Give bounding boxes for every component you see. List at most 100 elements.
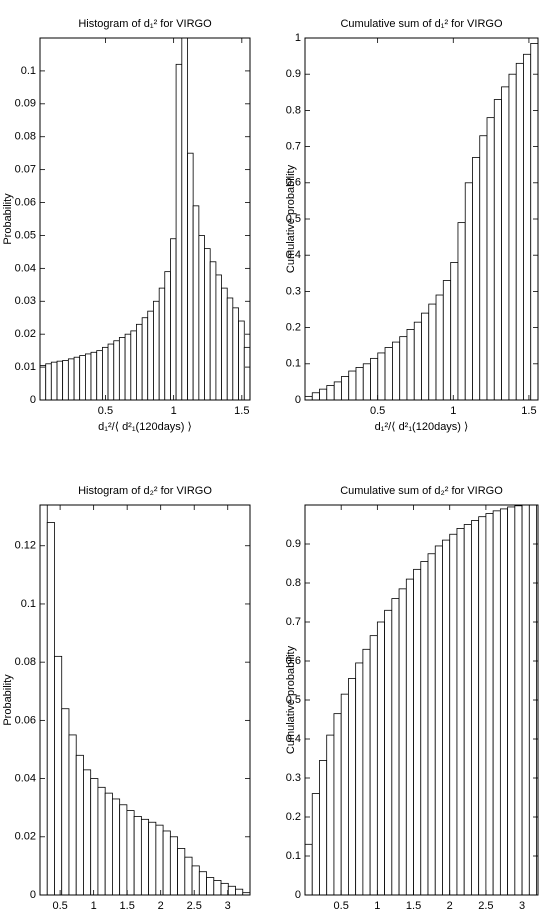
axes-box	[39, 37, 251, 401]
x-tick-label: 2.5	[478, 900, 493, 910]
bar	[478, 516, 487, 895]
bar	[46, 522, 55, 895]
bar	[136, 323, 143, 400]
bar	[209, 261, 217, 400]
bar	[515, 62, 524, 400]
bars	[40, 505, 250, 895]
bar	[238, 320, 245, 400]
bar	[450, 262, 459, 400]
bar	[435, 294, 444, 400]
x-tick-label: 1	[450, 405, 456, 417]
bar	[133, 816, 142, 895]
bars	[40, 38, 250, 400]
y-tick-label: 0.1	[21, 598, 36, 610]
x-axis-label: d₁²/⟨ d²₁(120days) ⟩	[98, 421, 192, 433]
bar	[191, 865, 200, 895]
y-tick-label: 0.01	[15, 361, 36, 373]
y-tick-label: 0.04	[15, 772, 36, 784]
x-tick-label: 0.5	[334, 900, 349, 910]
bar	[399, 336, 408, 400]
bar	[130, 330, 137, 400]
bar	[162, 830, 171, 895]
bar	[398, 588, 407, 895]
y-tick-label: 0.07	[15, 164, 36, 176]
bar	[479, 135, 488, 400]
bar	[493, 99, 502, 400]
bar	[311, 392, 320, 400]
y-tick-label: 0.2	[286, 811, 301, 823]
bar	[96, 350, 103, 400]
x-tick-label: 3	[519, 900, 525, 910]
bar	[485, 513, 494, 895]
bar	[521, 505, 530, 895]
y-tick-label: 0.1	[21, 65, 36, 77]
y-tick-label: 0.1	[286, 850, 301, 862]
bar	[384, 347, 393, 400]
bar	[181, 38, 188, 400]
chart-title: Histogram of d₁² for VIRGO	[78, 18, 212, 30]
bar	[341, 376, 350, 400]
bar	[492, 510, 501, 895]
bar	[177, 848, 186, 895]
bar	[471, 520, 480, 895]
y-tick-label: 0.9	[286, 68, 301, 80]
bar	[187, 152, 194, 400]
bar	[499, 508, 509, 895]
y-tick-label: 0.03	[15, 295, 36, 307]
x-tick-label: 2	[158, 900, 164, 910]
bar	[348, 370, 357, 400]
bar	[427, 553, 436, 895]
bar	[40, 365, 47, 400]
bar	[413, 321, 422, 400]
bar	[119, 804, 128, 895]
bar	[40, 505, 48, 895]
bar	[405, 578, 414, 895]
y-axis-label: Probability	[2, 674, 14, 726]
bar	[486, 117, 495, 400]
bar	[326, 734, 335, 895]
bar	[333, 381, 342, 400]
bar	[164, 271, 171, 400]
bar	[463, 524, 472, 895]
y-tick-label: 0.8	[286, 104, 301, 116]
bar	[90, 778, 99, 895]
y-tick-label: 0.5	[286, 694, 301, 706]
bar	[384, 609, 393, 895]
bar	[311, 793, 320, 895]
y-tick-label: 0.6	[286, 655, 301, 667]
bar	[421, 312, 430, 400]
bar	[221, 287, 228, 400]
y-tick-label: 0.6	[286, 177, 301, 189]
x-tick-label: 1.5	[234, 405, 249, 417]
y-tick-label: 0	[295, 889, 301, 901]
bar	[50, 361, 58, 400]
y-tick-label: 0.5	[286, 213, 301, 225]
bar	[428, 303, 437, 400]
bar	[333, 713, 342, 895]
bar	[501, 86, 510, 400]
bar	[83, 769, 92, 895]
x-tick-label: 1.5	[521, 405, 536, 417]
bar	[56, 360, 64, 400]
bars	[305, 43, 538, 400]
bar	[507, 506, 516, 895]
bar	[232, 307, 239, 400]
y-tick-label: 0.7	[286, 141, 301, 153]
x-tick-label: 1.5	[406, 900, 421, 910]
bar	[355, 662, 364, 895]
x-tick-label: 0.5	[52, 900, 67, 910]
y-tick-label: 0.3	[286, 772, 301, 784]
bar	[326, 385, 335, 400]
bar	[67, 358, 75, 400]
x-tick-label: 2.5	[187, 900, 202, 910]
x-tick-label: 1	[91, 900, 97, 910]
y-tick-label: 0	[30, 889, 36, 901]
y-tick-label: 0.08	[15, 656, 36, 668]
bar	[442, 280, 452, 400]
bar	[456, 528, 465, 895]
y-tick-label: 0.08	[15, 131, 36, 143]
x-tick-label: 1	[171, 405, 177, 417]
bar	[392, 341, 401, 400]
bar	[158, 287, 166, 400]
bar	[45, 363, 52, 400]
